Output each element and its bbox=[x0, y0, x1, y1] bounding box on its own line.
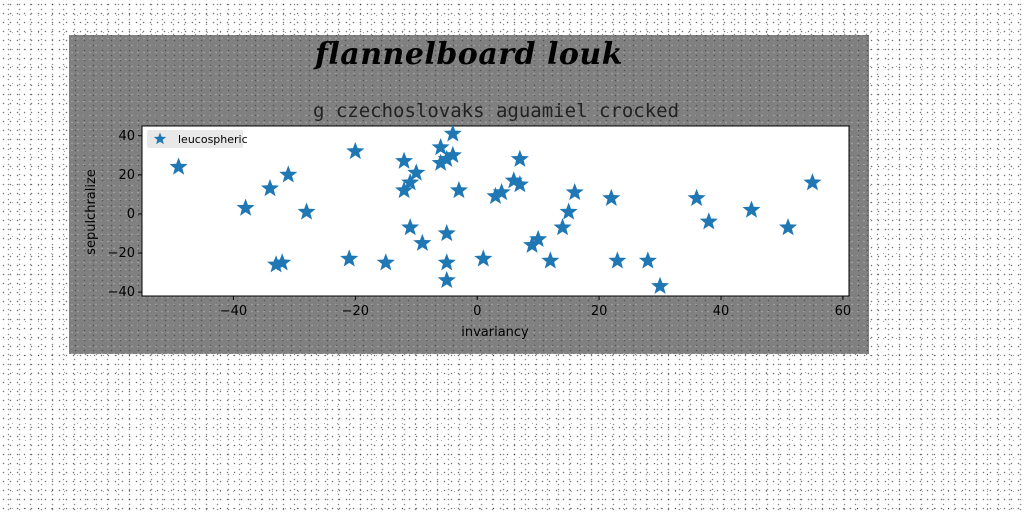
star-point bbox=[443, 124, 462, 142]
star-point bbox=[602, 188, 621, 206]
legend-box bbox=[147, 130, 243, 148]
star-point bbox=[297, 202, 316, 220]
star-point bbox=[553, 218, 572, 236]
data-points bbox=[169, 124, 822, 294]
star-point bbox=[267, 255, 286, 273]
x-axis: −40 −20 0 20 40 60 bbox=[220, 296, 851, 319]
star-point bbox=[529, 229, 548, 248]
star-point bbox=[443, 145, 462, 163]
star-point bbox=[395, 180, 414, 199]
star-point bbox=[431, 153, 450, 171]
y-tick-label: 40 bbox=[118, 129, 135, 144]
star-point bbox=[401, 173, 420, 191]
scatter-chart: g czechoslovaks aguamiel crocked −40 −20 0… bbox=[84, 100, 851, 340]
y-axis-label: sepulchralize bbox=[84, 169, 99, 255]
star-point bbox=[559, 202, 578, 220]
star-point bbox=[437, 253, 456, 271]
star-point bbox=[523, 235, 542, 253]
star-point bbox=[437, 223, 456, 242]
plot-area bbox=[141, 125, 850, 297]
y-tick-label: 0 bbox=[127, 207, 135, 222]
star-point bbox=[510, 149, 529, 167]
x-tick-label: −20 bbox=[342, 304, 369, 319]
star-point bbox=[474, 249, 493, 267]
star-point bbox=[565, 182, 584, 201]
star-point bbox=[779, 218, 798, 236]
figure: flannelboard louk g czechoslovaks aguami… bbox=[69, 35, 869, 354]
star-point bbox=[742, 200, 761, 218]
y-tick-label: −40 bbox=[108, 285, 135, 300]
star-point bbox=[699, 212, 718, 230]
star-point bbox=[169, 157, 188, 175]
x-tick-label: 0 bbox=[473, 304, 481, 319]
legend-star-marker bbox=[153, 132, 167, 145]
figure-suptitle: flannelboard louk bbox=[314, 37, 623, 72]
y-tick-label: 20 bbox=[118, 168, 135, 183]
star-point bbox=[510, 175, 529, 193]
star-point bbox=[541, 251, 560, 269]
star-point bbox=[504, 171, 523, 189]
star-point bbox=[236, 198, 255, 216]
star-point bbox=[486, 186, 505, 205]
star-point bbox=[260, 179, 280, 197]
x-axis-label: invariancy bbox=[461, 325, 529, 340]
legend-label: leucospheric bbox=[178, 133, 248, 146]
star-point bbox=[407, 163, 426, 181]
star-point bbox=[437, 149, 456, 167]
y-axis: −40 −20 0 20 40 bbox=[108, 129, 142, 300]
legend: leucospheric bbox=[147, 130, 248, 148]
chart-title: g czechoslovaks aguamiel crocked bbox=[313, 100, 679, 122]
star-point bbox=[431, 137, 450, 156]
star-point bbox=[376, 253, 395, 271]
star-point bbox=[346, 141, 365, 160]
star-point bbox=[638, 251, 657, 269]
x-tick-label: 20 bbox=[591, 304, 608, 319]
star-point bbox=[492, 182, 511, 201]
star-point bbox=[413, 233, 432, 251]
x-tick-label: 60 bbox=[835, 304, 852, 319]
star-point bbox=[340, 249, 359, 267]
star-point bbox=[608, 251, 627, 269]
star-point bbox=[401, 218, 420, 236]
star-point bbox=[437, 270, 456, 289]
star-point bbox=[687, 188, 706, 206]
star-point bbox=[449, 180, 468, 199]
x-tick-label: −40 bbox=[220, 304, 247, 319]
star-point bbox=[803, 173, 822, 191]
y-tick-label: −20 bbox=[108, 246, 135, 261]
x-tick-label: 40 bbox=[713, 304, 730, 319]
star-point bbox=[651, 276, 670, 294]
star-point bbox=[395, 151, 414, 169]
star-point bbox=[279, 165, 298, 183]
